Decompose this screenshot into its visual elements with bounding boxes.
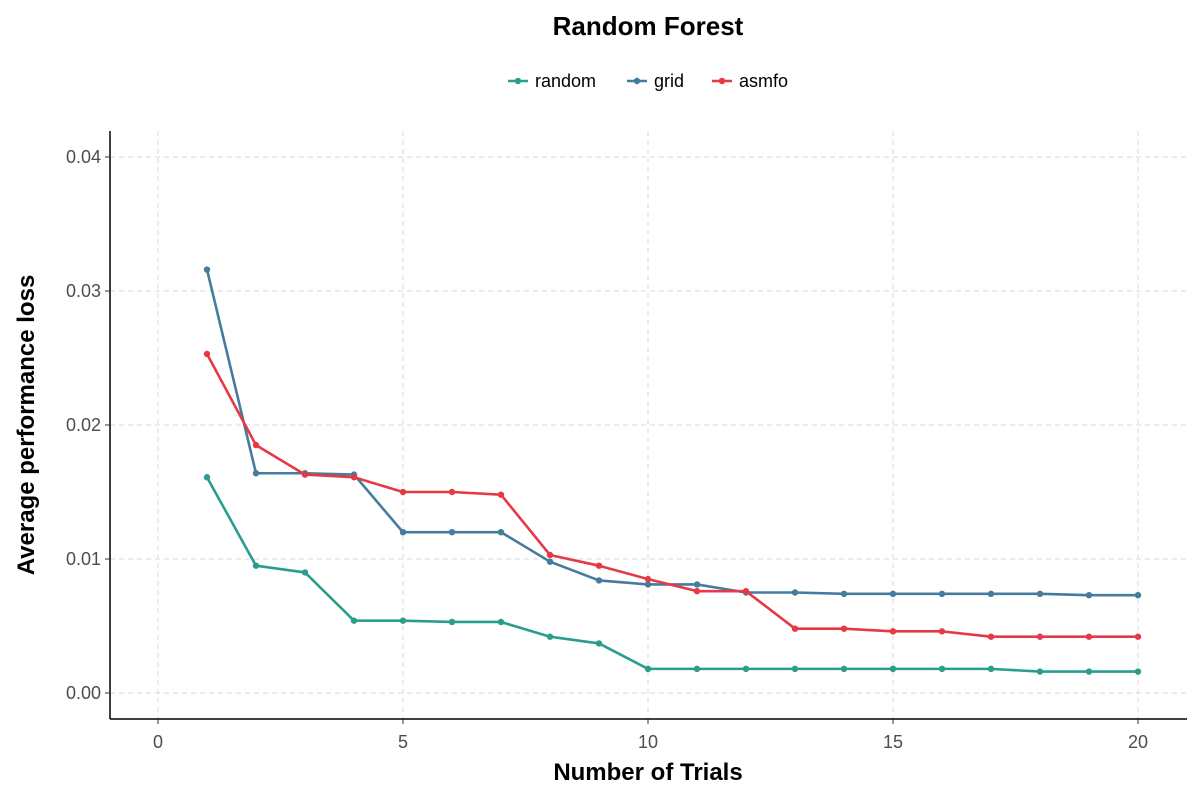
y-tick-label: 0.01 [66, 549, 101, 569]
data-point-random [1134, 668, 1142, 675]
data-point-grid [546, 558, 554, 565]
legend-item-asmfo: asmfo [712, 71, 788, 91]
data-point-random [252, 562, 260, 569]
chart-title: Random Forest [553, 11, 744, 41]
data-point-asmfo [1036, 633, 1044, 640]
data-point-random [448, 618, 456, 626]
x-tick-label: 5 [398, 732, 408, 752]
data-point-grid [840, 590, 848, 598]
x-tick-label: 0 [153, 732, 163, 752]
data-point-random [987, 665, 995, 673]
data-point-asmfo [399, 488, 407, 496]
data-point-random [497, 618, 505, 626]
data-point-random [742, 665, 750, 673]
legend-label: random [535, 71, 596, 91]
legend-key-point [633, 77, 641, 85]
data-point-asmfo [252, 441, 260, 449]
data-point-grid [497, 529, 505, 536]
data-point-grid [252, 470, 260, 477]
tick-labels: 0.00 0.01 0.02 0.03 0.04 0 5 10 15 20 [66, 147, 1148, 752]
data-point-random [840, 665, 848, 673]
data-point-random [644, 665, 652, 673]
series-line-grid [205, 269, 1138, 597]
grid [110, 131, 1187, 719]
data-point-asmfo [840, 625, 848, 632]
data-point-grid [889, 590, 897, 598]
data-point-asmfo [350, 474, 358, 481]
data-point-random [938, 665, 946, 673]
data-point-random [791, 665, 799, 673]
data-point-random [399, 617, 407, 624]
x-axis-title: Number of Trials [553, 759, 742, 786]
x-tick-label: 20 [1128, 732, 1148, 752]
data-point-asmfo [203, 350, 211, 358]
data-point-random [693, 665, 701, 673]
x-tick-label: 10 [638, 732, 658, 752]
series-random [203, 474, 1142, 675]
legend-label: asmfo [739, 71, 788, 91]
axes [105, 131, 1187, 724]
legend: random grid asmfo [508, 71, 788, 91]
data-point-grid [399, 529, 407, 536]
y-tick-label: 0.02 [66, 415, 101, 435]
data-point-grid [203, 266, 211, 273]
y-axis-title: Average performance loss [13, 275, 40, 576]
x-tick-label: 15 [883, 732, 903, 752]
data-point-random [203, 474, 211, 481]
data-point-asmfo [644, 575, 652, 583]
data-point-asmfo [938, 628, 946, 635]
data-point-grid [1036, 590, 1044, 598]
y-tick-label: 0.04 [66, 147, 101, 167]
data-point-random [1036, 668, 1044, 675]
data-point-grid [1134, 591, 1142, 599]
data-point-asmfo [546, 551, 554, 559]
legend-label: grid [654, 71, 684, 91]
data-point-asmfo [1085, 633, 1093, 640]
data-point-asmfo [448, 488, 456, 496]
y-tick-label: 0.03 [66, 281, 101, 301]
data-point-grid [448, 529, 456, 536]
series-line-random [205, 476, 1138, 673]
data-point-random [889, 665, 897, 673]
data-point-grid [1085, 591, 1093, 599]
data-point-grid [595, 577, 603, 584]
data-point-asmfo [301, 471, 309, 478]
legend-item-grid: grid [627, 71, 684, 91]
data-point-random [595, 640, 603, 647]
legend-key-point [514, 77, 522, 85]
data-point-asmfo [595, 562, 603, 569]
data-point-random [546, 633, 554, 640]
series [203, 266, 1142, 675]
data-point-grid [987, 590, 995, 598]
data-point-random [301, 569, 309, 576]
series-grid [203, 266, 1142, 599]
data-point-grid [791, 589, 799, 596]
y-tick-label: 0.00 [66, 683, 101, 703]
legend-item-random: random [508, 71, 596, 91]
data-point-asmfo [987, 633, 995, 640]
data-point-random [1085, 668, 1093, 675]
data-point-asmfo [742, 587, 750, 595]
data-point-asmfo [693, 587, 701, 595]
data-point-grid [938, 590, 946, 598]
data-point-grid [644, 581, 652, 588]
series-line-asmfo [205, 353, 1138, 639]
series-asmfo [203, 350, 1142, 640]
data-point-random [350, 617, 358, 624]
data-point-grid [693, 581, 701, 588]
data-point-asmfo [497, 491, 505, 498]
data-point-asmfo [889, 628, 897, 635]
data-point-asmfo [791, 625, 799, 632]
data-point-asmfo [1134, 633, 1142, 640]
legend-key-point [718, 77, 726, 85]
